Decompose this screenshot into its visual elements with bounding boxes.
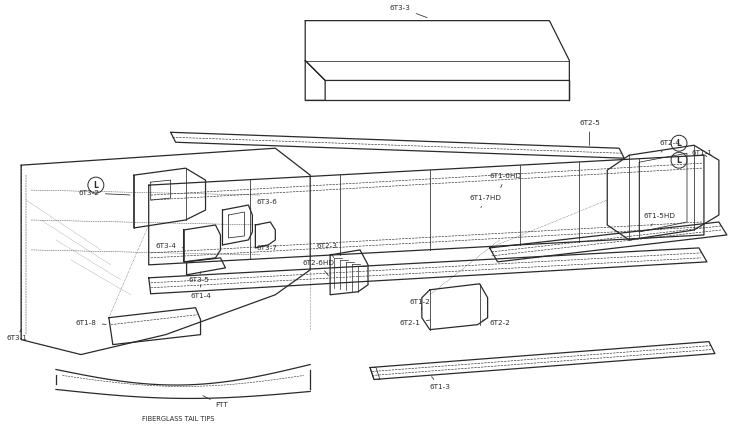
Text: L: L: [93, 180, 99, 190]
Text: 6T1-6HD: 6T1-6HD: [490, 173, 522, 187]
Text: 6T1-5HD: 6T1-5HD: [643, 213, 675, 226]
Text: 6T3-1: 6T3-1: [6, 330, 27, 341]
Text: 6T2-6HD: 6T2-6HD: [302, 260, 334, 276]
Text: 6T1-2: 6T1-2: [410, 299, 431, 310]
Text: FTT: FTT: [203, 396, 228, 408]
Text: 6T2-1: 6T2-1: [400, 320, 430, 326]
Text: 6T1-7HD: 6T1-7HD: [470, 195, 502, 208]
Text: 6T3-2: 6T3-2: [79, 190, 130, 196]
Text: 6T3-5: 6T3-5: [188, 272, 210, 283]
Text: 6T3-7: 6T3-7: [256, 245, 277, 251]
Text: 6T1-8: 6T1-8: [76, 320, 106, 326]
Text: L: L: [677, 155, 682, 165]
Text: 6T3-6: 6T3-6: [251, 199, 277, 209]
Text: 6T2-5: 6T2-5: [579, 120, 600, 145]
Text: 6T2-2: 6T2-2: [482, 320, 511, 326]
Text: 6T2-3: 6T2-3: [316, 243, 337, 258]
Text: 6T1-1: 6T1-1: [692, 150, 713, 156]
Text: 6T1-3: 6T1-3: [430, 377, 451, 390]
Text: 6T2-4: 6T2-4: [659, 140, 680, 152]
Text: 6T1-4: 6T1-4: [190, 285, 211, 299]
Text: 6T3-4: 6T3-4: [156, 243, 184, 249]
Text: 6T3-3: 6T3-3: [390, 5, 428, 18]
Text: L: L: [677, 139, 682, 148]
Text: FIBERGLASS TAIL TIPS: FIBERGLASS TAIL TIPS: [142, 417, 215, 422]
